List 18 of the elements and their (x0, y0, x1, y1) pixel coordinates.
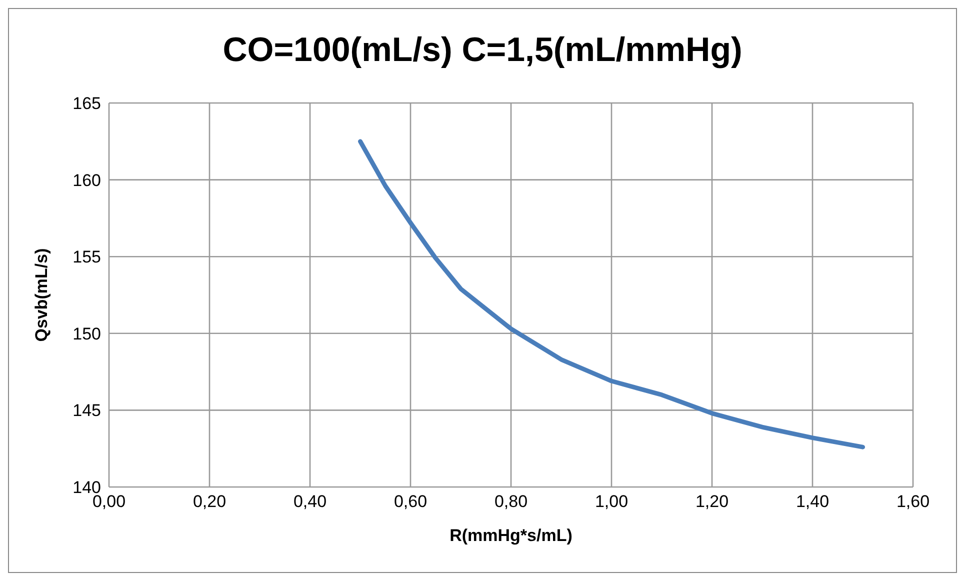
x-tick-label: 0,00 (92, 492, 126, 512)
x-tick-label: 1,40 (796, 492, 830, 512)
x-tick-label: 0,80 (494, 492, 528, 512)
x-tick-label: 0,40 (293, 492, 327, 512)
line-series (358, 139, 865, 450)
chart-title: CO=100(mL/s) C=1,5(mL/mmHg) (222, 31, 744, 71)
y-tick-label: 145 (72, 401, 101, 420)
x-tick-label: 0,60 (394, 492, 428, 512)
x-tick-label: 1,20 (695, 492, 729, 512)
y-axis-title: Qsvb(mL/s) (32, 248, 52, 342)
x-axis-title: R(mmHg*s/mL) (450, 526, 572, 545)
x-tick-label: 1,00 (594, 492, 628, 512)
y-tick-label: 155 (72, 248, 101, 267)
y-tick-label: 160 (72, 170, 101, 190)
y-tick-label: 165 (72, 94, 101, 114)
x-tick-label: 0,20 (192, 492, 226, 512)
y-tick-label: 150 (72, 324, 101, 344)
x-tick-label: 1,60 (896, 492, 930, 512)
